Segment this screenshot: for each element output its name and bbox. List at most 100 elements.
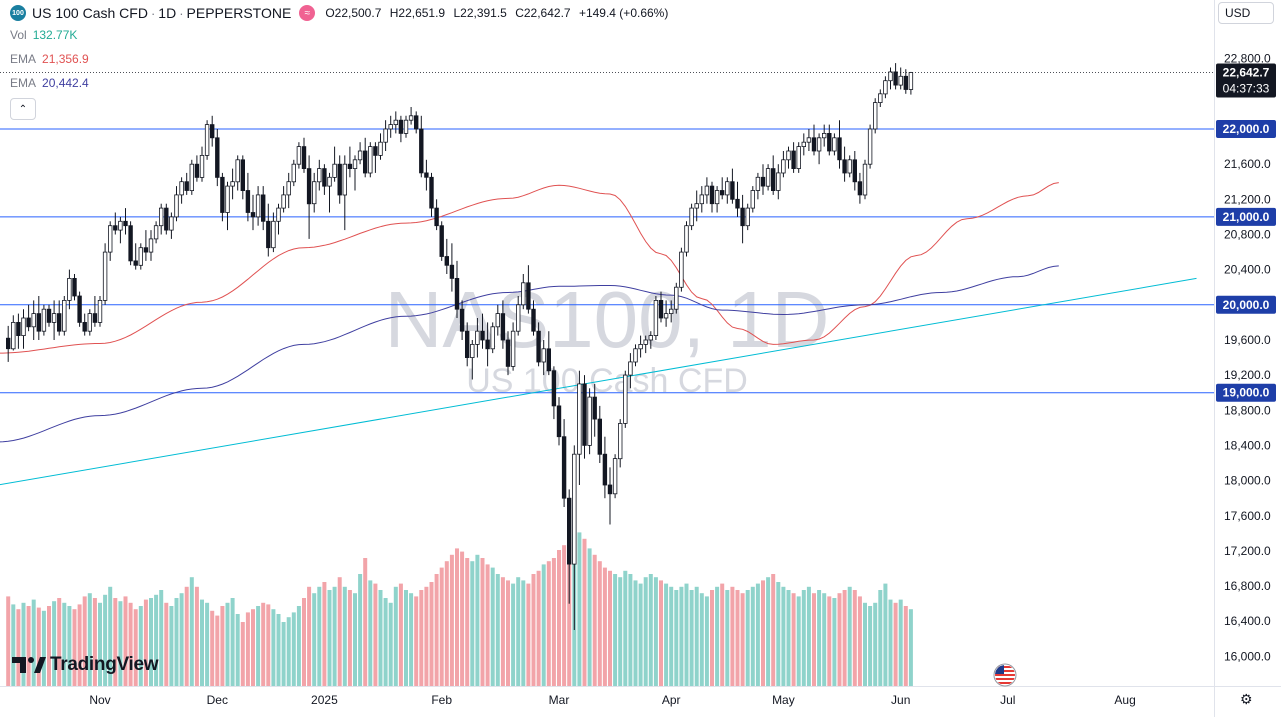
chevron-up-icon: ⌃ — [18, 103, 28, 115]
candle — [658, 291, 664, 323]
price-axis[interactable]: 22,800.0 21,600.0 21,200.0 20,800.0 20,400.0… — [1216, 52, 1276, 664]
candle — [118, 216, 123, 244]
candle — [225, 181, 230, 231]
wave-icon[interactable]: ≈ — [299, 5, 316, 21]
candle — [454, 260, 460, 318]
tradingview-logo-icon — [12, 657, 46, 673]
volume-bar — [210, 610, 215, 686]
candle — [322, 164, 327, 195]
candle — [220, 172, 225, 222]
settings-gear-icon[interactable]: ⚙ — [1240, 691, 1253, 707]
currency-selector[interactable]: USD — [1218, 2, 1274, 24]
indicator-value: 21,356.9 — [42, 52, 89, 66]
volume-bar — [159, 590, 164, 686]
trendline[interactable] — [0, 277, 1197, 486]
time-tick-label: 2025 — [311, 693, 338, 707]
candle — [531, 300, 536, 336]
candle — [546, 331, 551, 376]
candle — [618, 419, 623, 468]
volume-bar — [755, 583, 760, 686]
price-tick-label: 17,600.0 — [1224, 509, 1271, 523]
candle — [878, 89, 883, 107]
candle — [577, 370, 582, 485]
low-label: L — [453, 6, 461, 20]
time-tick-label: Apr — [662, 693, 681, 707]
candle — [266, 203, 271, 257]
timeframe[interactable]: 1D — [158, 5, 177, 21]
candle — [679, 247, 684, 292]
ema-fast-indicator[interactable]: EMA 21,356.9 — [10, 52, 89, 66]
candle — [827, 124, 832, 156]
ema-slow-indicator[interactable]: EMA 20,442.4 — [10, 76, 89, 90]
volume-bar — [373, 583, 378, 686]
candle — [623, 370, 628, 428]
volume-bar — [98, 602, 102, 686]
volume-bar — [541, 564, 546, 686]
candle — [444, 238, 449, 274]
candle — [276, 203, 281, 235]
volume-bar — [87, 593, 92, 686]
volume-bar — [812, 593, 816, 686]
symbol-row[interactable]: 100 US 100 Cash CFD · 1D · PEPPERSTONE ≈… — [10, 4, 668, 22]
volume-bar — [893, 602, 898, 686]
candle — [883, 76, 888, 99]
volume-bar — [286, 617, 291, 686]
time-axis[interactable]: Nov Dec 2025 Feb Mar Apr May Jun Jul Aug — [89, 693, 1135, 707]
candle — [699, 186, 704, 213]
volume-bar — [342, 586, 347, 686]
candle — [612, 454, 618, 499]
high-label: H — [389, 6, 399, 20]
volume-bar — [750, 586, 755, 686]
open-label: O — [325, 6, 335, 20]
volume-bar — [368, 580, 373, 686]
volume-bar — [526, 583, 531, 686]
candle — [97, 296, 103, 327]
candle — [260, 186, 266, 231]
volume-bar — [429, 582, 434, 686]
candle — [215, 129, 220, 187]
symbol-badge: 100 — [10, 5, 26, 21]
volume-bar — [725, 590, 730, 686]
candle — [317, 159, 322, 191]
volume-bar — [521, 580, 526, 686]
candle — [536, 322, 541, 367]
time-tick-label: Dec — [207, 693, 228, 707]
candle — [62, 296, 67, 336]
volume-indicator[interactable]: Vol 132.77K — [10, 28, 77, 42]
candle — [867, 124, 873, 169]
candle — [765, 164, 771, 191]
us-flag-icon[interactable] — [993, 663, 1017, 687]
time-tick-label: Feb — [431, 693, 452, 707]
symbol-title[interactable]: US 100 Cash CFD — [32, 5, 148, 21]
volume-bar — [669, 586, 674, 686]
candle — [11, 315, 16, 351]
tradingview-logo[interactable]: TradingView — [12, 654, 159, 676]
candle — [500, 300, 506, 349]
volume-bar — [266, 604, 271, 686]
volume-bar — [602, 567, 607, 686]
candle — [158, 203, 164, 235]
candle — [663, 300, 669, 327]
candle — [296, 142, 302, 169]
volume-bar — [852, 590, 857, 686]
candle — [327, 172, 332, 213]
ohlc-values: O22,500.7 H22,651.9 L22,391.5 C22,642.7 … — [325, 6, 668, 20]
volume-bar — [613, 574, 618, 686]
time-tick-label: Mar — [549, 693, 570, 707]
volume-bar — [291, 612, 296, 686]
volume-bar — [307, 586, 312, 686]
volume-bar — [832, 598, 837, 686]
candle — [286, 172, 291, 209]
candle — [123, 208, 128, 235]
volume-bar — [551, 558, 556, 686]
candle — [505, 331, 511, 376]
collapse-legend-button[interactable]: ⌃ — [10, 98, 36, 120]
trendline-segment — [0, 277, 1197, 486]
candle — [184, 172, 189, 195]
candle — [572, 445, 577, 630]
volume-bar — [480, 558, 485, 686]
price-tick-label: 20,400.0 — [1224, 263, 1271, 277]
volume-bar — [633, 580, 638, 686]
volume-bar — [358, 574, 363, 686]
